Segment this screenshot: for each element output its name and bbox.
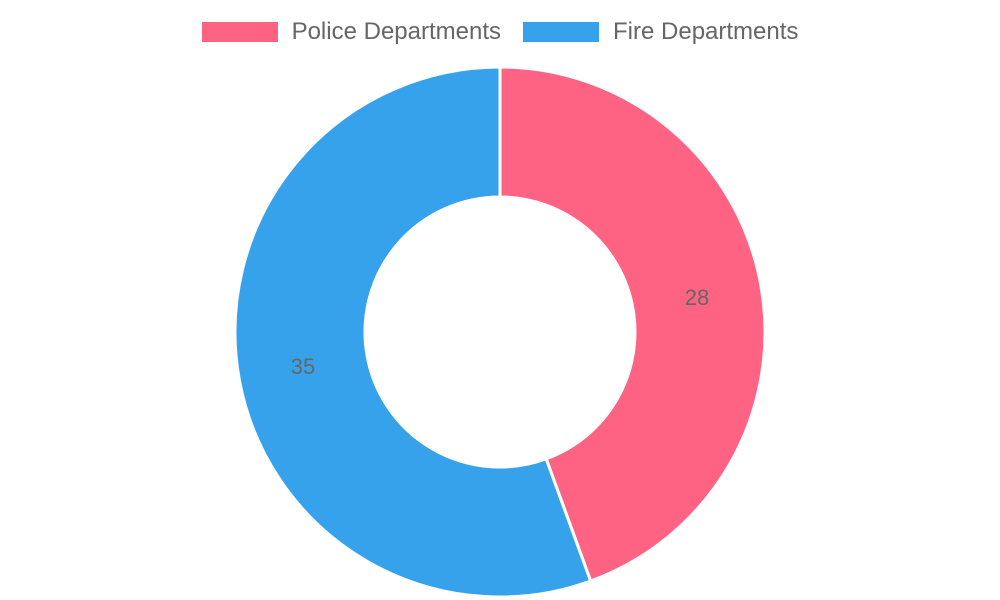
chart-legend: Police Departments Fire Departments xyxy=(0,18,1000,46)
legend-label-police: Police Departments xyxy=(291,18,502,45)
legend-item-police[interactable]: Police Departments xyxy=(201,18,502,46)
doughnut-slice-fire[interactable] xyxy=(233,65,593,599)
legend-item-fire[interactable]: Fire Departments xyxy=(523,18,798,46)
legend-swatch-police xyxy=(201,22,278,42)
legend-swatch-fire xyxy=(523,22,600,42)
data-label-fire: 35 xyxy=(291,354,315,379)
data-label-police: 28 xyxy=(685,285,709,310)
doughnut-slice-police[interactable] xyxy=(498,65,767,583)
legend-label-fire: Fire Departments xyxy=(613,18,799,45)
